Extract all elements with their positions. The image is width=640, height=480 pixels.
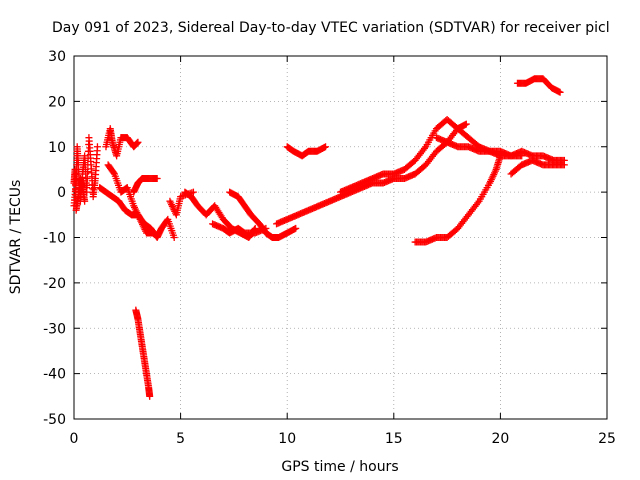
data-points <box>70 75 568 400</box>
data-point-arc-2 <box>81 197 89 205</box>
grid-lines <box>74 56 607 419</box>
data-point-arc-11 <box>146 392 154 400</box>
x-tick-label: 20 <box>491 431 509 447</box>
data-point-arc-16 <box>496 152 504 160</box>
series-arc-6 <box>130 175 161 196</box>
series-arc-18 <box>513 75 564 96</box>
y-tick-label: 10 <box>48 140 66 156</box>
chart-title: Day 091 of 2023, Sidereal Day-to-day VTE… <box>52 20 610 36</box>
x-axis-label: GPS time / hours <box>281 459 398 475</box>
series-arc-5 <box>96 184 178 241</box>
data-point-arc-1 <box>84 168 92 176</box>
data-point-arc-12 <box>322 143 330 151</box>
series-arc-9 <box>226 188 300 241</box>
series-arc-10 <box>166 188 197 219</box>
y-axis-label: SDTVAR / TECUs <box>8 180 24 295</box>
x-tick-label: 10 <box>278 431 296 447</box>
y-tick-label: -10 <box>43 231 66 247</box>
x-tick-label: 5 <box>176 431 185 447</box>
data-point-arc-4 <box>110 169 118 177</box>
y-tick-label: -50 <box>43 412 66 428</box>
y-tick-label: -20 <box>43 276 66 292</box>
series-arc-3 <box>102 125 142 160</box>
axis-ticks: 0 5 10 15 20 25 -50 -40 -30 -20 -10 0 10 20 30 <box>43 49 616 447</box>
data-point-arc-9 <box>292 224 300 232</box>
data-point-arc-10 <box>189 188 197 196</box>
y-tick-label: 0 <box>57 185 66 201</box>
data-point-arc-6 <box>153 175 161 183</box>
y-tick-label: 20 <box>48 94 66 110</box>
x-tick-label: 25 <box>598 431 616 447</box>
data-point-arc-13 <box>462 120 470 128</box>
data-point-arc-1 <box>83 175 91 183</box>
y-tick-label: -30 <box>43 321 66 337</box>
data-point-arc-18 <box>556 88 564 96</box>
data-point-arc-5 <box>170 234 178 241</box>
y-tick-label: 30 <box>48 49 66 65</box>
series-arc-17 <box>507 156 568 178</box>
y-tick-label: -40 <box>43 367 66 383</box>
x-tick-label: 15 <box>385 431 403 447</box>
series-arc-8 <box>209 220 270 237</box>
data-point-arc-1 <box>93 143 101 151</box>
series-arc-2 <box>70 165 89 214</box>
data-point-arc-3 <box>134 138 142 146</box>
series-arc-1 <box>70 134 101 210</box>
series-arc-16 <box>411 152 504 246</box>
data-point-arc-17 <box>560 161 568 169</box>
series-arc-12 <box>283 143 330 160</box>
series-arc-11 <box>132 306 154 400</box>
x-tick-label: 0 <box>70 431 79 447</box>
